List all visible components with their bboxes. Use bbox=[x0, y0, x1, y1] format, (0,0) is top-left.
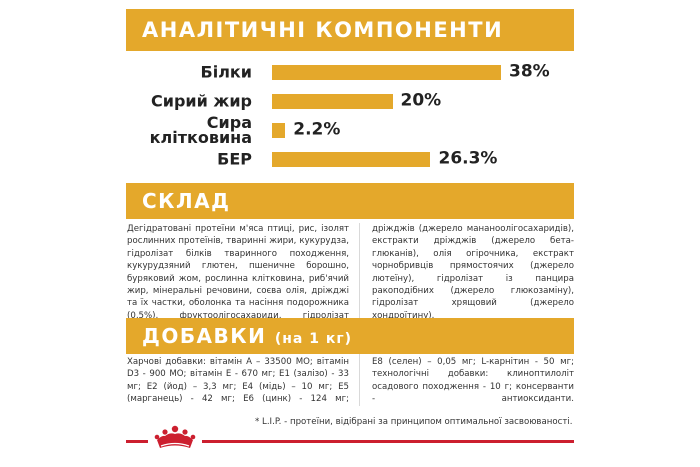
bar-value-label: 26.3% bbox=[438, 148, 498, 169]
analytic-header: АНАЛІТИЧНІ КОМПОНЕНТИ bbox=[126, 9, 574, 51]
composition-title: СКЛАД bbox=[142, 189, 231, 213]
composition-text-right: дріжджів (джерело мананоолігосахаридів),… bbox=[372, 224, 574, 321]
royal-canin-crown-icon bbox=[154, 425, 196, 448]
composition-text-left: Дегідратовані протеїни м'яса птиці, рис,… bbox=[127, 224, 349, 321]
bar bbox=[272, 65, 501, 80]
additives-header: ДОБАВКИ (на 1 кг) bbox=[126, 318, 574, 354]
footer-rule-right bbox=[202, 440, 574, 443]
bar-value-label: 20% bbox=[400, 90, 442, 111]
bar bbox=[272, 152, 431, 167]
footer-rule-left bbox=[126, 440, 148, 443]
composition-divider bbox=[359, 223, 360, 397]
analytic-title: АНАЛІТИЧНІ КОМПОНЕНТИ bbox=[142, 18, 504, 42]
bar-label: Сира клітковина bbox=[149, 113, 252, 147]
bar bbox=[272, 94, 393, 109]
additives-title-main: ДОБАВКИ bbox=[142, 324, 267, 348]
bar-label: Білки bbox=[200, 62, 252, 82]
bar bbox=[272, 123, 286, 138]
additives-divider bbox=[359, 356, 360, 406]
composition-header: СКЛАД bbox=[126, 183, 574, 219]
bar-label: БЕР bbox=[217, 149, 252, 169]
analytic-bar-chart: Білки 38% Сирий жир 20% Сира клітковина 2.2% Б… bbox=[0, 0, 700, 180]
footnote: * L.I.P. - протеїни, відібрані за принци… bbox=[255, 417, 573, 427]
additives-text-right: Е8 (селен) – 0,05 мг; L-карнітин - 50 мг… bbox=[372, 357, 574, 405]
bar-label: Сирий жир bbox=[151, 91, 252, 111]
bar-value-label: 38% bbox=[509, 61, 550, 82]
additives-subtitle: (на 1 кг) bbox=[274, 331, 353, 347]
additives-title: ДОБАВКИ (на 1 кг) bbox=[142, 324, 352, 348]
bar-value-label: 2.2% bbox=[293, 119, 341, 140]
additives-text-left: Харчові добавки: вітамін А – 33500 МО; в… bbox=[127, 357, 349, 405]
